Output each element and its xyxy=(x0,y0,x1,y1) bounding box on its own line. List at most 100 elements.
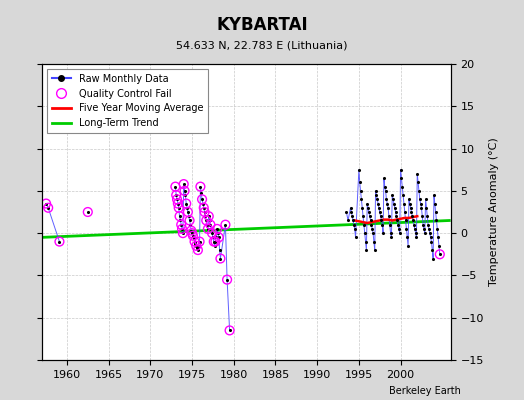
Point xyxy=(193,245,201,252)
Point xyxy=(420,226,428,232)
Point xyxy=(394,222,402,228)
Point xyxy=(178,226,186,232)
Point xyxy=(367,222,376,228)
Point xyxy=(184,209,192,215)
Point xyxy=(416,196,424,202)
Point xyxy=(402,226,411,232)
Point xyxy=(433,226,442,232)
Point xyxy=(390,204,399,211)
Point xyxy=(355,166,363,173)
Point xyxy=(417,204,425,211)
Point xyxy=(379,230,387,236)
Point xyxy=(435,243,443,249)
Point xyxy=(428,247,436,253)
Point xyxy=(386,222,394,228)
Point xyxy=(225,327,234,334)
Point xyxy=(176,213,184,220)
Point xyxy=(192,243,200,249)
Point xyxy=(397,175,406,181)
Point xyxy=(200,204,208,211)
Legend: Raw Monthly Data, Quality Control Fail, Five Year Moving Average, Long-Term Tren: Raw Monthly Data, Quality Control Fail, … xyxy=(47,69,208,133)
Point xyxy=(369,230,377,236)
Point xyxy=(223,276,231,283)
Point xyxy=(185,217,194,224)
Point xyxy=(375,204,383,211)
Point xyxy=(359,222,368,228)
Point xyxy=(357,196,366,202)
Point xyxy=(196,184,204,190)
Point xyxy=(377,217,386,224)
Point xyxy=(391,209,400,215)
Point xyxy=(209,234,217,240)
Point xyxy=(370,247,379,253)
Point xyxy=(202,217,211,224)
Point xyxy=(390,200,398,207)
Point xyxy=(194,247,202,253)
Point xyxy=(221,222,230,228)
Point xyxy=(213,226,221,232)
Point xyxy=(173,196,181,202)
Point xyxy=(401,217,410,224)
Point xyxy=(204,226,212,232)
Point xyxy=(182,200,190,207)
Point xyxy=(342,209,351,215)
Point xyxy=(429,255,438,262)
Point xyxy=(207,226,215,232)
Point xyxy=(204,213,213,220)
Point xyxy=(211,238,220,245)
Point xyxy=(173,200,182,207)
Point xyxy=(364,204,372,211)
Point xyxy=(373,196,381,202)
Point xyxy=(181,192,190,198)
Point xyxy=(200,204,208,211)
Point xyxy=(182,200,190,207)
Point xyxy=(413,171,421,177)
Point xyxy=(415,188,423,194)
Point xyxy=(188,230,196,236)
Point xyxy=(211,243,219,249)
Point xyxy=(374,200,383,207)
Point xyxy=(372,192,380,198)
Point xyxy=(203,222,211,228)
Point xyxy=(84,209,92,215)
Point xyxy=(385,213,393,220)
Point xyxy=(395,226,403,232)
Point xyxy=(178,226,186,232)
Point xyxy=(358,204,366,211)
Point xyxy=(187,228,195,234)
Point xyxy=(431,209,440,215)
Text: 54.633 N, 22.783 E (Lithuania): 54.633 N, 22.783 E (Lithuania) xyxy=(176,40,348,50)
Point xyxy=(366,217,375,224)
Point xyxy=(189,232,197,239)
Point xyxy=(214,234,223,240)
Point xyxy=(177,222,185,228)
Point xyxy=(359,213,367,220)
Point xyxy=(365,209,373,215)
Point xyxy=(42,200,50,207)
Point xyxy=(187,228,195,234)
Point xyxy=(196,184,204,190)
Point xyxy=(183,204,191,211)
Point xyxy=(368,226,376,232)
Point xyxy=(189,232,197,239)
Point xyxy=(398,184,407,190)
Point xyxy=(389,196,397,202)
Point xyxy=(399,192,407,198)
Point xyxy=(192,243,200,249)
Point xyxy=(409,217,417,224)
Point xyxy=(171,184,180,190)
Point xyxy=(55,238,63,245)
Y-axis label: Temperature Anomaly (°C): Temperature Anomaly (°C) xyxy=(489,138,499,286)
Point xyxy=(421,230,429,236)
Point xyxy=(407,204,415,211)
Point xyxy=(44,204,52,211)
Point xyxy=(174,204,183,211)
Point xyxy=(382,196,390,202)
Point xyxy=(362,238,370,245)
Point xyxy=(434,234,442,240)
Point xyxy=(201,213,210,220)
Point xyxy=(190,235,198,242)
Point xyxy=(405,196,413,202)
Point xyxy=(351,226,359,232)
Point xyxy=(384,204,392,211)
